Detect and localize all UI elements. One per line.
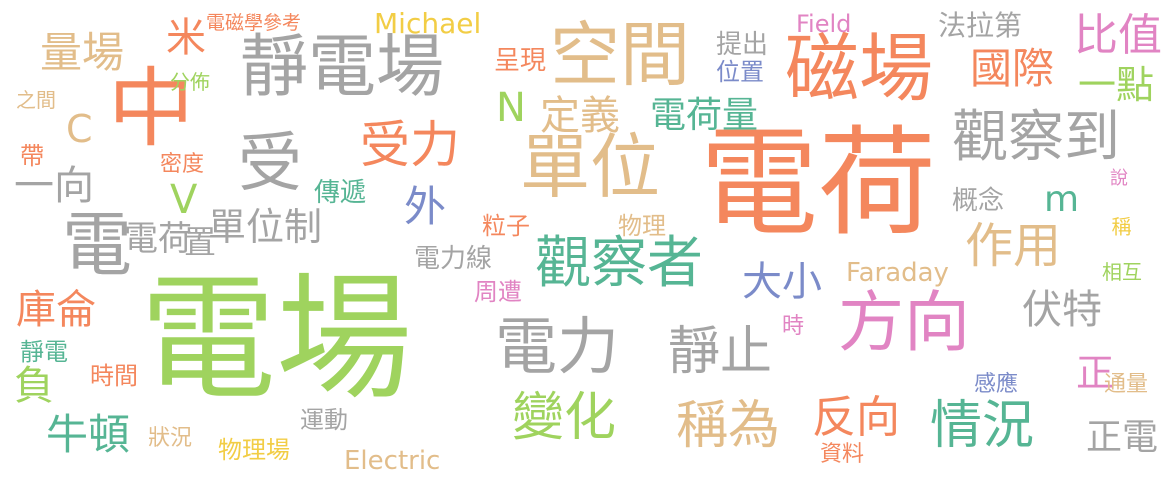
word-zuoyong: 作用 xyxy=(965,222,1061,270)
word-faraday: Faraday xyxy=(846,260,949,286)
word-wuli: 物理 xyxy=(618,214,666,238)
word-daxiao: 大小 xyxy=(742,262,822,302)
word-m: m xyxy=(1044,182,1079,218)
word-yundong: 運動 xyxy=(300,408,348,432)
word-shuo: 說 xyxy=(1108,168,1126,186)
word-michael: Michael xyxy=(374,10,481,38)
word-v: V xyxy=(170,180,197,220)
word-yidian: 一點 xyxy=(1078,66,1154,104)
word-dianchang: 電場 xyxy=(140,272,412,408)
word-dian: 電 xyxy=(62,210,132,280)
word-wulichang: 物理場 xyxy=(218,438,290,462)
word-qingkuang: 情況 xyxy=(930,400,1034,452)
word-bizhi: 比值 xyxy=(1074,14,1162,58)
word-dianli: 電力 xyxy=(495,316,619,378)
word-guanchadao: 觀察到 xyxy=(952,110,1120,166)
word-liangchang: 量場 xyxy=(40,32,124,74)
word-mi: 米 xyxy=(166,18,206,58)
word-shou: 受 xyxy=(238,132,302,196)
word-jingzhi: 靜止 xyxy=(668,326,772,378)
word-gainian: 概念 xyxy=(952,188,1004,214)
word-danweizhi: 單位制 xyxy=(208,208,322,246)
word-dianheliang: 電荷量 xyxy=(650,98,758,134)
word-cheng: 稱 xyxy=(1110,216,1130,236)
word-zhuangkuang: 狀況 xyxy=(148,428,192,450)
word-shijian: 時間 xyxy=(90,364,138,388)
word-falade: 法拉第 xyxy=(938,12,1022,40)
word-yixiang: 一向 xyxy=(14,166,94,206)
word-midu: 密度 xyxy=(160,154,204,176)
word-chengxian: 呈現 xyxy=(494,48,546,74)
word-tongliang: 通量 xyxy=(1104,374,1148,396)
word-guoji: 國際 xyxy=(970,48,1054,90)
word-kongjian: 空間 xyxy=(550,20,690,90)
word-zhi: 置 xyxy=(184,226,216,258)
word-shouli: 受力 xyxy=(360,120,460,170)
word-dai: 帶 xyxy=(20,144,44,168)
word-bianhua: 變化 xyxy=(512,392,616,444)
word-jingdianchang: 靜電場 xyxy=(240,34,444,102)
word-n: N xyxy=(496,88,526,128)
word-dianci-cankao: 電磁學參考 xyxy=(206,14,301,33)
word-fu: 負 xyxy=(14,366,54,406)
word-niudun: 牛頓 xyxy=(46,414,130,456)
word-guanchazhe: 觀察者 xyxy=(535,236,703,292)
word-chengwei: 稱為 xyxy=(676,400,780,452)
word-weizhi: 位置 xyxy=(716,60,764,84)
word-dianhe-small: 電荷 xyxy=(124,222,192,256)
word-fanxiang: 反向 xyxy=(812,396,900,440)
word-zhouzao: 周遭 xyxy=(474,280,522,304)
word-shi: 時 xyxy=(782,316,804,338)
word-danwei: 單位 xyxy=(520,132,660,202)
word-kulun: 庫侖 xyxy=(16,290,96,330)
word-tichu: 提出 xyxy=(716,32,768,58)
word-c: C xyxy=(66,110,93,148)
word-electric: Electric xyxy=(344,448,440,474)
word-dianlixian: 電力線 xyxy=(414,246,492,272)
word-cichang: 磁場 xyxy=(785,32,933,106)
word-zhengdian: 正電 xyxy=(1086,420,1158,456)
word-fute: 伏特 xyxy=(1022,290,1102,330)
word-chuandi: 傳遞 xyxy=(314,180,366,206)
word-dianhe: 電荷 xyxy=(700,124,936,242)
word-ganying: 感應 xyxy=(974,374,1018,396)
word-xianghu: 相互 xyxy=(1102,262,1142,282)
word-field: Field xyxy=(796,12,851,36)
word-wai: 外 xyxy=(404,186,446,228)
word-lizi: 粒子 xyxy=(482,214,530,238)
word-fangxiang: 方向 xyxy=(838,290,970,356)
word-ziliao: 資料 xyxy=(820,444,864,466)
word-zhijian: 之間 xyxy=(16,90,56,110)
word-dingyi: 定義 xyxy=(540,96,620,136)
word-jingdian: 靜電 xyxy=(20,340,68,364)
word-fenbu: 分佈 xyxy=(170,72,210,92)
